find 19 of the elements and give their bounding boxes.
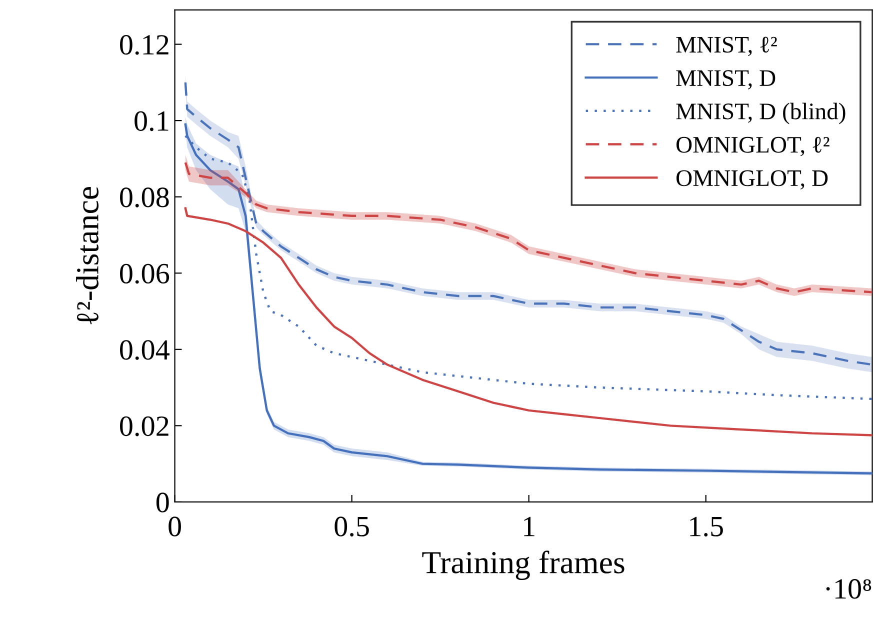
line-series [184,207,872,436]
text: ·10⁸ [826,579,872,599]
x-tick-label: 1.5 [690,516,723,536]
y-tick-label: 0.04 [120,340,170,360]
x-tick-label: 0.5 [334,516,369,536]
legend-label: MNIST, D (blind) [676,102,846,124]
y-tick-label: 0.1 [134,111,168,132]
y-axis-title: ℓ²-distance [76,186,99,324]
legend-label: OMNIGLOT, ℓ² [676,136,830,156]
y-tick-label: 0.02 [120,416,168,436]
y-tick-label: 0.06 [120,264,170,284]
y-tick-label: 0 [156,492,169,512]
legend-label: MNIST, ℓ² [676,36,777,56]
y-tick-label: 0.08 [120,188,169,208]
y-tick-label: 0.12 [120,35,168,55]
x-tick-label: 1 [524,516,534,536]
x-axis-title: Training frames [422,550,624,580]
legend-label: OMNIGLOT, D [676,170,828,190]
legend-label: MNIST, D [676,70,776,90]
